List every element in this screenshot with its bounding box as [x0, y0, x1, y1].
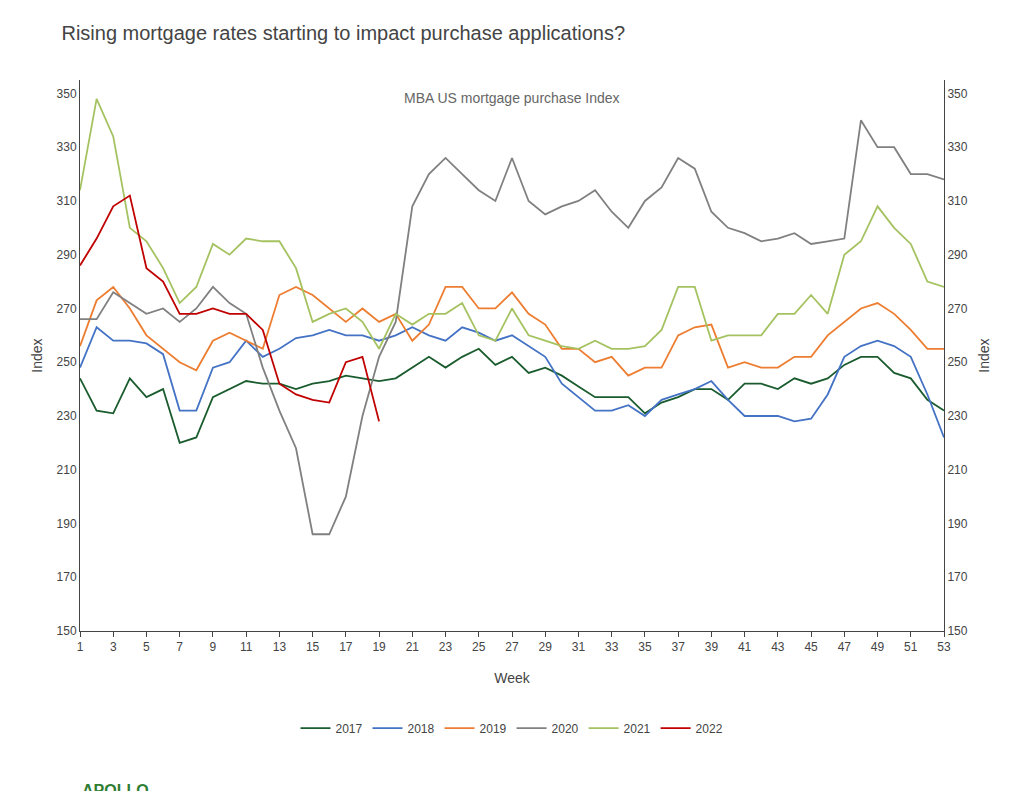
svg-text:19: 19 [372, 640, 386, 654]
svg-text:41: 41 [738, 640, 752, 654]
svg-text:39: 39 [705, 640, 719, 654]
svg-text:Rising mortgage rates starting: Rising mortgage rates starting to impact… [61, 22, 625, 44]
svg-text:2022: 2022 [696, 722, 723, 736]
svg-text:15: 15 [306, 640, 320, 654]
svg-text:330: 330 [57, 140, 77, 154]
svg-text:230: 230 [947, 409, 967, 423]
svg-text:2021: 2021 [624, 722, 651, 736]
svg-text:Week: Week [494, 670, 531, 686]
svg-text:250: 250 [57, 355, 77, 369]
svg-text:230: 230 [57, 409, 77, 423]
svg-text:290: 290 [947, 248, 967, 262]
svg-text:1: 1 [77, 640, 84, 654]
svg-text:45: 45 [804, 640, 818, 654]
svg-text:43: 43 [771, 640, 785, 654]
svg-text:37: 37 [671, 640, 685, 654]
svg-text:9: 9 [210, 640, 217, 654]
svg-text:7: 7 [176, 640, 183, 654]
svg-text:2018: 2018 [408, 722, 435, 736]
svg-text:2017: 2017 [336, 722, 363, 736]
svg-text:290: 290 [57, 248, 77, 262]
svg-text:33: 33 [605, 640, 619, 654]
svg-text:270: 270 [57, 302, 77, 316]
svg-text:5: 5 [143, 640, 150, 654]
svg-text:350: 350 [947, 87, 967, 101]
svg-text:150: 150 [947, 624, 967, 638]
svg-text:25: 25 [472, 640, 486, 654]
svg-text:53: 53 [937, 640, 951, 654]
svg-text:47: 47 [838, 640, 852, 654]
svg-text:330: 330 [947, 140, 967, 154]
svg-text:310: 310 [57, 194, 77, 208]
svg-text:3: 3 [110, 640, 117, 654]
svg-text:250: 250 [947, 355, 967, 369]
svg-text:MBA US mortgage purchase Index: MBA US mortgage purchase Index [404, 90, 620, 106]
svg-text:11: 11 [240, 640, 253, 654]
svg-text:51: 51 [904, 640, 918, 654]
svg-text:13: 13 [273, 640, 287, 654]
svg-text:31: 31 [572, 640, 586, 654]
svg-text:210: 210 [57, 463, 77, 477]
svg-text:Index: Index [29, 338, 45, 372]
svg-text:2020: 2020 [552, 722, 579, 736]
svg-text:150: 150 [57, 624, 77, 638]
svg-text:17: 17 [339, 640, 353, 654]
svg-text:190: 190 [947, 517, 967, 531]
svg-text:270: 270 [947, 302, 967, 316]
svg-text:350: 350 [57, 87, 77, 101]
svg-text:27: 27 [505, 640, 519, 654]
svg-text:170: 170 [947, 570, 967, 584]
svg-text:49: 49 [871, 640, 885, 654]
svg-text:23: 23 [439, 640, 453, 654]
svg-text:2019: 2019 [480, 722, 507, 736]
svg-text:210: 210 [947, 463, 967, 477]
svg-text:21: 21 [406, 640, 420, 654]
svg-text:310: 310 [947, 194, 967, 208]
svg-text:APOLLO: APOLLO [82, 782, 149, 791]
svg-text:170: 170 [57, 570, 77, 584]
svg-text:29: 29 [539, 640, 553, 654]
svg-text:Index: Index [976, 338, 992, 372]
svg-text:35: 35 [638, 640, 652, 654]
svg-text:190: 190 [57, 517, 77, 531]
